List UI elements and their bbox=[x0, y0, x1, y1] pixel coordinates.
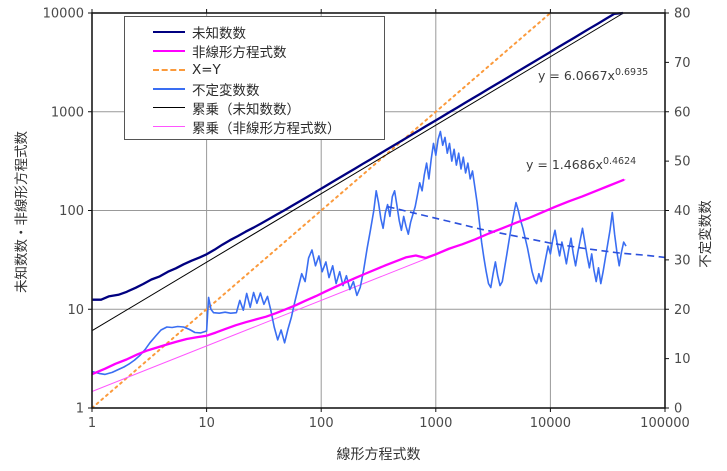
right-y-tick-label: 10 bbox=[674, 352, 691, 367]
legend-item-label: 不定変数数 bbox=[192, 82, 260, 99]
legend-item-label: 累乗（非線形方程式数） bbox=[192, 120, 341, 137]
left-y-tick-label: 1000 bbox=[51, 105, 84, 120]
right-y-tick-label: 80 bbox=[674, 7, 691, 22]
right-y-tick-label: 0 bbox=[674, 402, 682, 417]
legend-sample-line bbox=[153, 49, 185, 52]
legend-item: 累乗（非線形方程式数） bbox=[125, 117, 384, 137]
left-y-tick-label: 10 bbox=[67, 303, 84, 318]
legend-item: 非線形方程式数 bbox=[125, 41, 384, 61]
right-y-tick-label: 20 bbox=[674, 303, 691, 318]
series-X=Y bbox=[91, 12, 552, 409]
x-tick-label: 100 bbox=[309, 416, 334, 431]
series-非線形方程式数 bbox=[91, 178, 625, 376]
trendline-equation-nonlinear: y = 1.4686x0.4624 bbox=[526, 156, 636, 172]
legend-sample-line bbox=[153, 68, 185, 71]
right-y-axis-title: 不定変数数 bbox=[698, 200, 714, 268]
x-tick-label: 10000 bbox=[530, 416, 571, 431]
legend-box: 未知数数非線形方程式数 X=Y 不定変数数累乗（未知数数） 累乗（非線形方程式数） bbox=[124, 16, 385, 140]
right-y-tick-label: 60 bbox=[674, 105, 691, 120]
legend-item: 累乗（未知数数） bbox=[125, 98, 384, 118]
right-y-tick-label: 50 bbox=[674, 155, 691, 170]
legend-item: 未知数数 bbox=[125, 22, 384, 42]
equation-exponent: 0.4624 bbox=[602, 156, 637, 167]
left-y-tick-label: 100 bbox=[59, 204, 84, 219]
legend-sample-line bbox=[153, 107, 185, 108]
equation-base: y = 6.0667x bbox=[538, 68, 615, 84]
legend-sample-line bbox=[153, 30, 185, 33]
x-axis-title: 線形方程式数 bbox=[336, 447, 421, 463]
series-不定変数数トレンド bbox=[387, 205, 666, 259]
right-y-tick-label: 30 bbox=[674, 253, 691, 268]
legend-item-label: 非線形方程式数 bbox=[192, 44, 287, 61]
series-未知数数 bbox=[92, 11, 624, 301]
legend-item: X=Y bbox=[125, 60, 384, 79]
trendline-equation-unknowns: y = 6.0667x0.6935 bbox=[538, 67, 648, 83]
x-tick-label: 100000 bbox=[640, 416, 690, 431]
x-tick-label: 1000 bbox=[419, 416, 452, 431]
left-y-tick-label: 1 bbox=[76, 402, 84, 417]
series-累乗（未知数数） bbox=[91, 12, 624, 332]
legend-item-label: 累乗（未知数数） bbox=[192, 101, 300, 118]
series-不定変数数 bbox=[91, 130, 627, 376]
legend-item-label: X=Y bbox=[192, 61, 221, 78]
left-y-axis-title: 未知数数・非線形方程式数 bbox=[14, 131, 30, 293]
equation-base: y = 1.4686x bbox=[526, 157, 603, 173]
left-y-tick-label: 10000 bbox=[43, 7, 84, 22]
legend-item: 不定変数数 bbox=[125, 79, 384, 99]
legend-sample-line bbox=[153, 126, 185, 127]
legend-sample-line bbox=[153, 87, 185, 90]
equation-exponent: 0.6935 bbox=[614, 67, 649, 78]
x-tick-label: 10 bbox=[198, 416, 215, 431]
right-y-tick-label: 40 bbox=[674, 204, 691, 219]
legend-item-label: 未知数数 bbox=[192, 25, 246, 42]
right-y-tick-label: 70 bbox=[674, 56, 691, 71]
x-tick-label: 1 bbox=[88, 416, 96, 431]
